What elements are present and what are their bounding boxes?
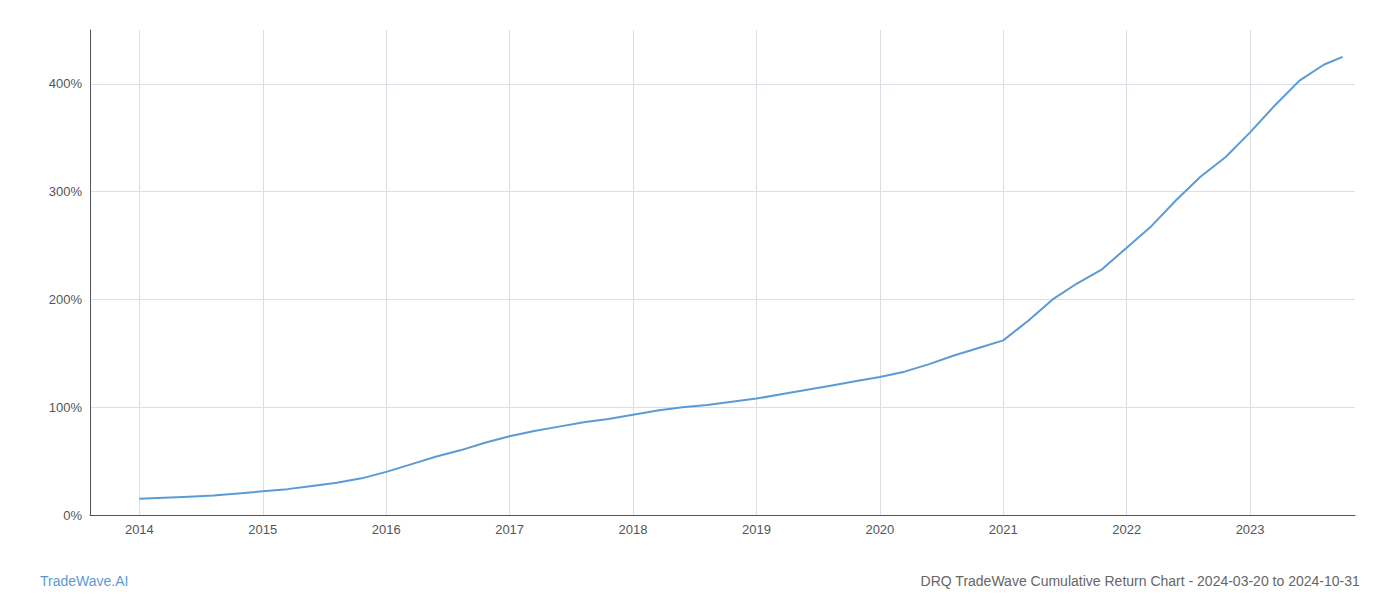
svg-text:300%: 300% (49, 184, 83, 199)
svg-text:400%: 400% (49, 76, 83, 91)
svg-text:2015: 2015 (248, 522, 277, 537)
svg-text:2019: 2019 (742, 522, 771, 537)
svg-text:TradeWave.AI: TradeWave.AI (40, 573, 128, 589)
svg-text:DRQ TradeWave Cumulative Retur: DRQ TradeWave Cumulative Return Chart - … (921, 573, 1360, 589)
svg-text:2017: 2017 (495, 522, 524, 537)
svg-text:2022: 2022 (1112, 522, 1141, 537)
svg-text:2018: 2018 (619, 522, 648, 537)
svg-text:2023: 2023 (1236, 522, 1265, 537)
svg-text:2016: 2016 (372, 522, 401, 537)
svg-text:2014: 2014 (125, 522, 154, 537)
svg-text:2021: 2021 (989, 522, 1018, 537)
svg-text:0%: 0% (63, 508, 82, 523)
svg-text:2020: 2020 (865, 522, 894, 537)
svg-text:100%: 100% (49, 400, 83, 415)
svg-text:200%: 200% (49, 292, 83, 307)
